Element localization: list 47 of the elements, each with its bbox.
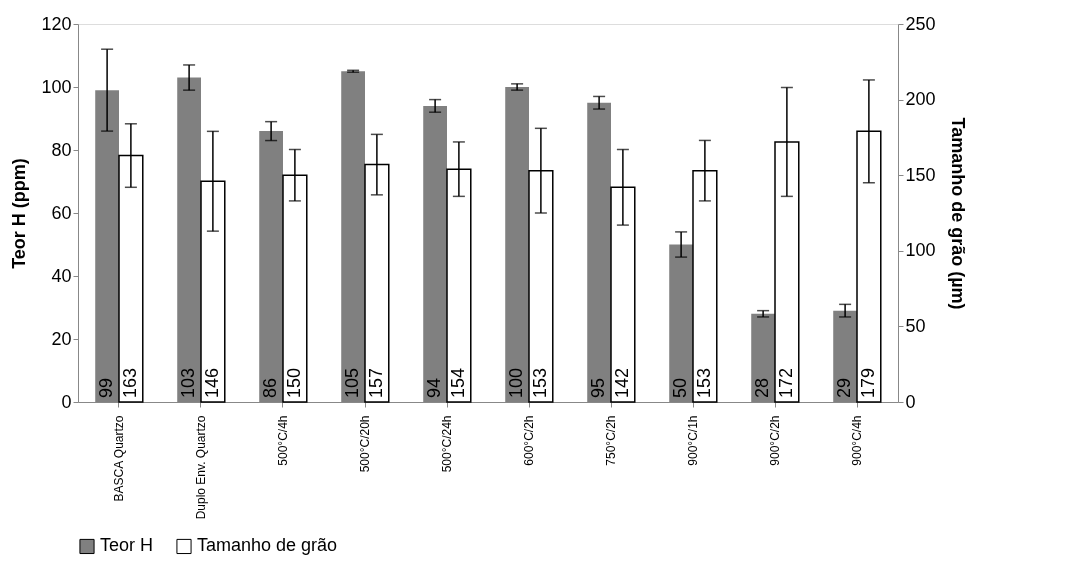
x-tick-label: Duplo Env. Quartzo (194, 415, 208, 520)
data-label: 95 (588, 377, 609, 398)
x-tick-label: 500°C/20h (358, 415, 372, 473)
data-label: 154 (447, 367, 468, 398)
x-tick-label: 500°C/24h (440, 415, 454, 473)
data-label: 172 (775, 367, 796, 398)
data-label: 86 (260, 377, 281, 398)
y-tick-label: 60 (51, 202, 72, 223)
y-tick-label: 100 (41, 76, 72, 97)
y-tick-label: 40 (51, 265, 72, 286)
y2-tick-label: 250 (905, 13, 936, 34)
x-tick-label: 900°C/2h (768, 415, 782, 466)
x-tick-label: 600°C/2h (522, 415, 536, 466)
data-label: 99 (96, 377, 117, 398)
legend-label: Teor H (100, 535, 154, 556)
data-label: 179 (857, 367, 878, 398)
data-label: 163 (119, 367, 140, 398)
legend-label: Tamanho de grão (197, 535, 338, 556)
y2-axis-title: Tamanho de grão (µm) (947, 117, 968, 310)
data-label: 146 (201, 367, 222, 398)
data-label: 157 (365, 367, 386, 398)
data-label: 29 (834, 377, 855, 398)
data-label: 150 (283, 367, 304, 398)
y2-tick-label: 100 (905, 240, 936, 261)
data-label: 103 (178, 367, 199, 398)
y-axis-title: Teor H (ppm) (9, 158, 30, 269)
y2-tick-label: 200 (905, 89, 936, 110)
y-tick-label: 0 (61, 391, 72, 412)
data-label: 153 (529, 367, 550, 398)
x-tick-label: 900°C/4h (850, 415, 864, 466)
x-tick-label: 900°C/1h (686, 415, 700, 466)
data-label: 153 (693, 367, 714, 398)
y2-tick-label: 50 (905, 315, 926, 336)
data-label: 105 (342, 367, 363, 398)
y-tick-label: 80 (51, 139, 72, 160)
y2-tick-label: 150 (905, 164, 936, 185)
x-tick-label: 500°C/4h (276, 415, 290, 466)
y-tick-label: 20 (51, 328, 72, 349)
data-label: 142 (611, 367, 632, 398)
y2-tick-label: 0 (905, 391, 916, 412)
data-label: 50 (670, 377, 691, 398)
data-label: 94 (424, 377, 445, 398)
data-label: 28 (752, 377, 773, 398)
x-tick-label: 750°C/2h (604, 415, 618, 466)
y-tick-label: 120 (41, 13, 72, 34)
x-tick-label: BASCA Quartzo (112, 415, 126, 502)
data-label: 100 (506, 367, 527, 398)
